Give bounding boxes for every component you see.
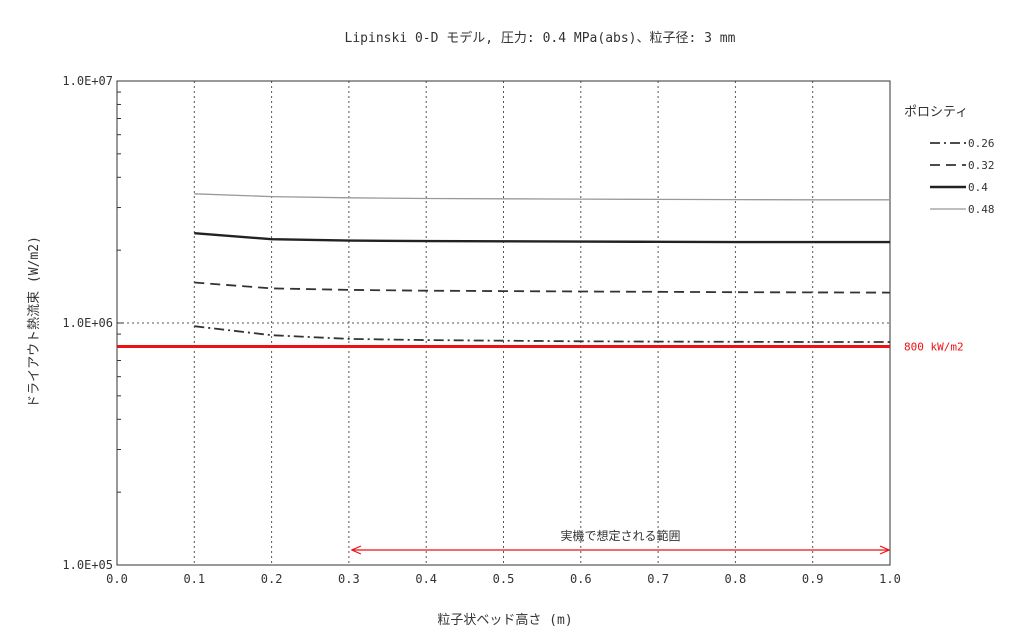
legend-entry-0.32: 0.32 (968, 159, 995, 172)
y-tick-label: 1.0E+06 (62, 316, 113, 330)
series-group (194, 193, 891, 343)
legend-title: ポロシティ (904, 105, 968, 120)
x-tick-labels: 0.0 0.1 0.2 0.3 0.4 0.5 0.6 0.7 0.8 0.9 1.0 (106, 572, 901, 586)
grid (117, 81, 890, 565)
x-tick-label: 0.7 (647, 572, 669, 586)
range-arrow-head-left (350, 545, 362, 555)
x-tick-label: 0.4 (415, 572, 437, 586)
series-line-0.26 (194, 325, 890, 343)
x-tick-label: 0.9 (802, 572, 824, 586)
range-annotation-group: 実機で想定される範囲 (350, 528, 891, 555)
y-tick-label: 1.0E+05 (62, 558, 113, 572)
x-tick-label: 0.8 (725, 572, 747, 586)
series-line-0.48 (194, 193, 890, 201)
reference-line-group: 800 kW/m2 (117, 340, 964, 353)
x-tick-label: 0.1 (183, 572, 205, 586)
x-axis-label: 粒子状ベッド高さ (m) (437, 612, 572, 628)
range-annotation-label: 実機で想定される範囲 (560, 528, 680, 543)
x-tick-label: 0.3 (338, 572, 360, 586)
y-tick-labels: 1.0E+05 1.0E+06 1.0E+07 (62, 74, 113, 572)
y-axis-label: ドライアウト熱流束 (W/m2) (27, 236, 42, 408)
y-minor-ticks (117, 91, 124, 566)
legend-entry-0.48: 0.48 (968, 203, 995, 216)
x-tick-label: 1.0 (879, 572, 901, 586)
x-tick-label: 0.2 (261, 572, 283, 586)
legend: ポロシティ 0.26 0.32 0.4 0.48 (904, 105, 995, 216)
x-tick-label: 0.6 (570, 572, 592, 586)
chart-title: Lipinski 0-D モデル, 圧力: 0.4 MPa(abs)、粒子径: … (345, 30, 736, 46)
legend-entry-0.4: 0.4 (968, 181, 988, 194)
x-tick-label: 0.0 (106, 572, 128, 586)
series-line-0.32 (194, 281, 891, 294)
reference-line-label: 800 kW/m2 (904, 340, 964, 353)
range-arrow-head-right (879, 545, 891, 555)
series-line-0.4 (194, 232, 890, 244)
legend-entry-0.26: 0.26 (968, 137, 995, 150)
x-tick-label: 0.5 (493, 572, 515, 586)
y-tick-label: 1.0E+07 (62, 74, 113, 88)
